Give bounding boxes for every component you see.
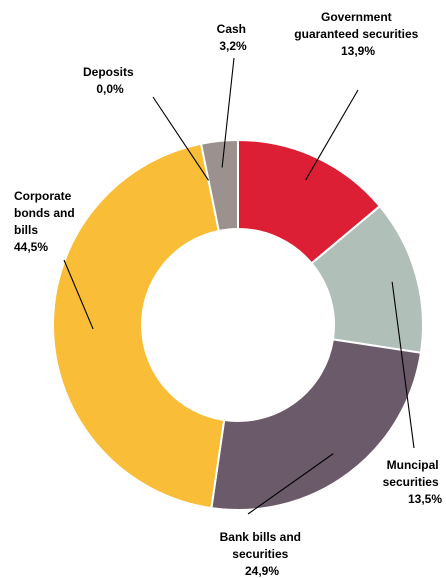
label-bank-line2: securities	[232, 547, 288, 561]
donut-slices	[52, 138, 424, 511]
label-bank-bills: Bank bills and securities 24,9%	[220, 530, 305, 578]
leader-government-guaranteed-securities	[305, 89, 359, 181]
label-muncipal-value: 13,5%	[408, 492, 442, 506]
label-bank-line1: Bank bills and	[220, 530, 301, 544]
leader-corporate-bonds-and-bills	[63, 259, 94, 330]
leader-cash	[221, 57, 235, 168]
label-bank-value: 24,9%	[245, 564, 279, 578]
label-government-line2: guaranteed securities	[294, 27, 418, 41]
label-corporate-line3: bills	[14, 223, 38, 237]
label-cash: Cash 3,2%	[217, 22, 250, 53]
label-corporate-value: 44,5%	[14, 240, 48, 254]
slice-cash	[199, 138, 239, 233]
label-government-line1: Government	[321, 10, 392, 24]
slice-bank-bills-and-securities	[210, 338, 423, 511]
label-cash-line1: Cash	[217, 22, 246, 36]
leader-lines	[63, 57, 415, 515]
label-deposits: Deposits 0,0%	[83, 65, 137, 96]
label-corporate-line1: Corporate	[14, 189, 72, 203]
leader-bank-bills-and-securities	[247, 453, 334, 515]
label-muncipal-line1: Muncipal	[387, 458, 439, 472]
label-cash-value: 3,2%	[219, 39, 247, 53]
label-muncipal-line2: securities	[383, 475, 439, 489]
label-government-securities: Government guaranteed securities 13,9%	[294, 10, 421, 58]
label-corporate-bonds: Corporate bonds and bills 44,5%	[14, 189, 78, 254]
label-muncipal-securities: Muncipal securities 13,5%	[383, 458, 443, 506]
leader-deposits	[152, 96, 209, 181]
label-deposits-value: 0,0%	[96, 82, 124, 96]
label-government-value: 13,9%	[341, 44, 375, 58]
slice-corporate-bonds-and-bills	[52, 142, 226, 510]
label-deposits-line1: Deposits	[83, 65, 134, 79]
label-corporate-line2: bonds and	[14, 206, 75, 220]
leader-muncipal-securities	[391, 281, 415, 449]
